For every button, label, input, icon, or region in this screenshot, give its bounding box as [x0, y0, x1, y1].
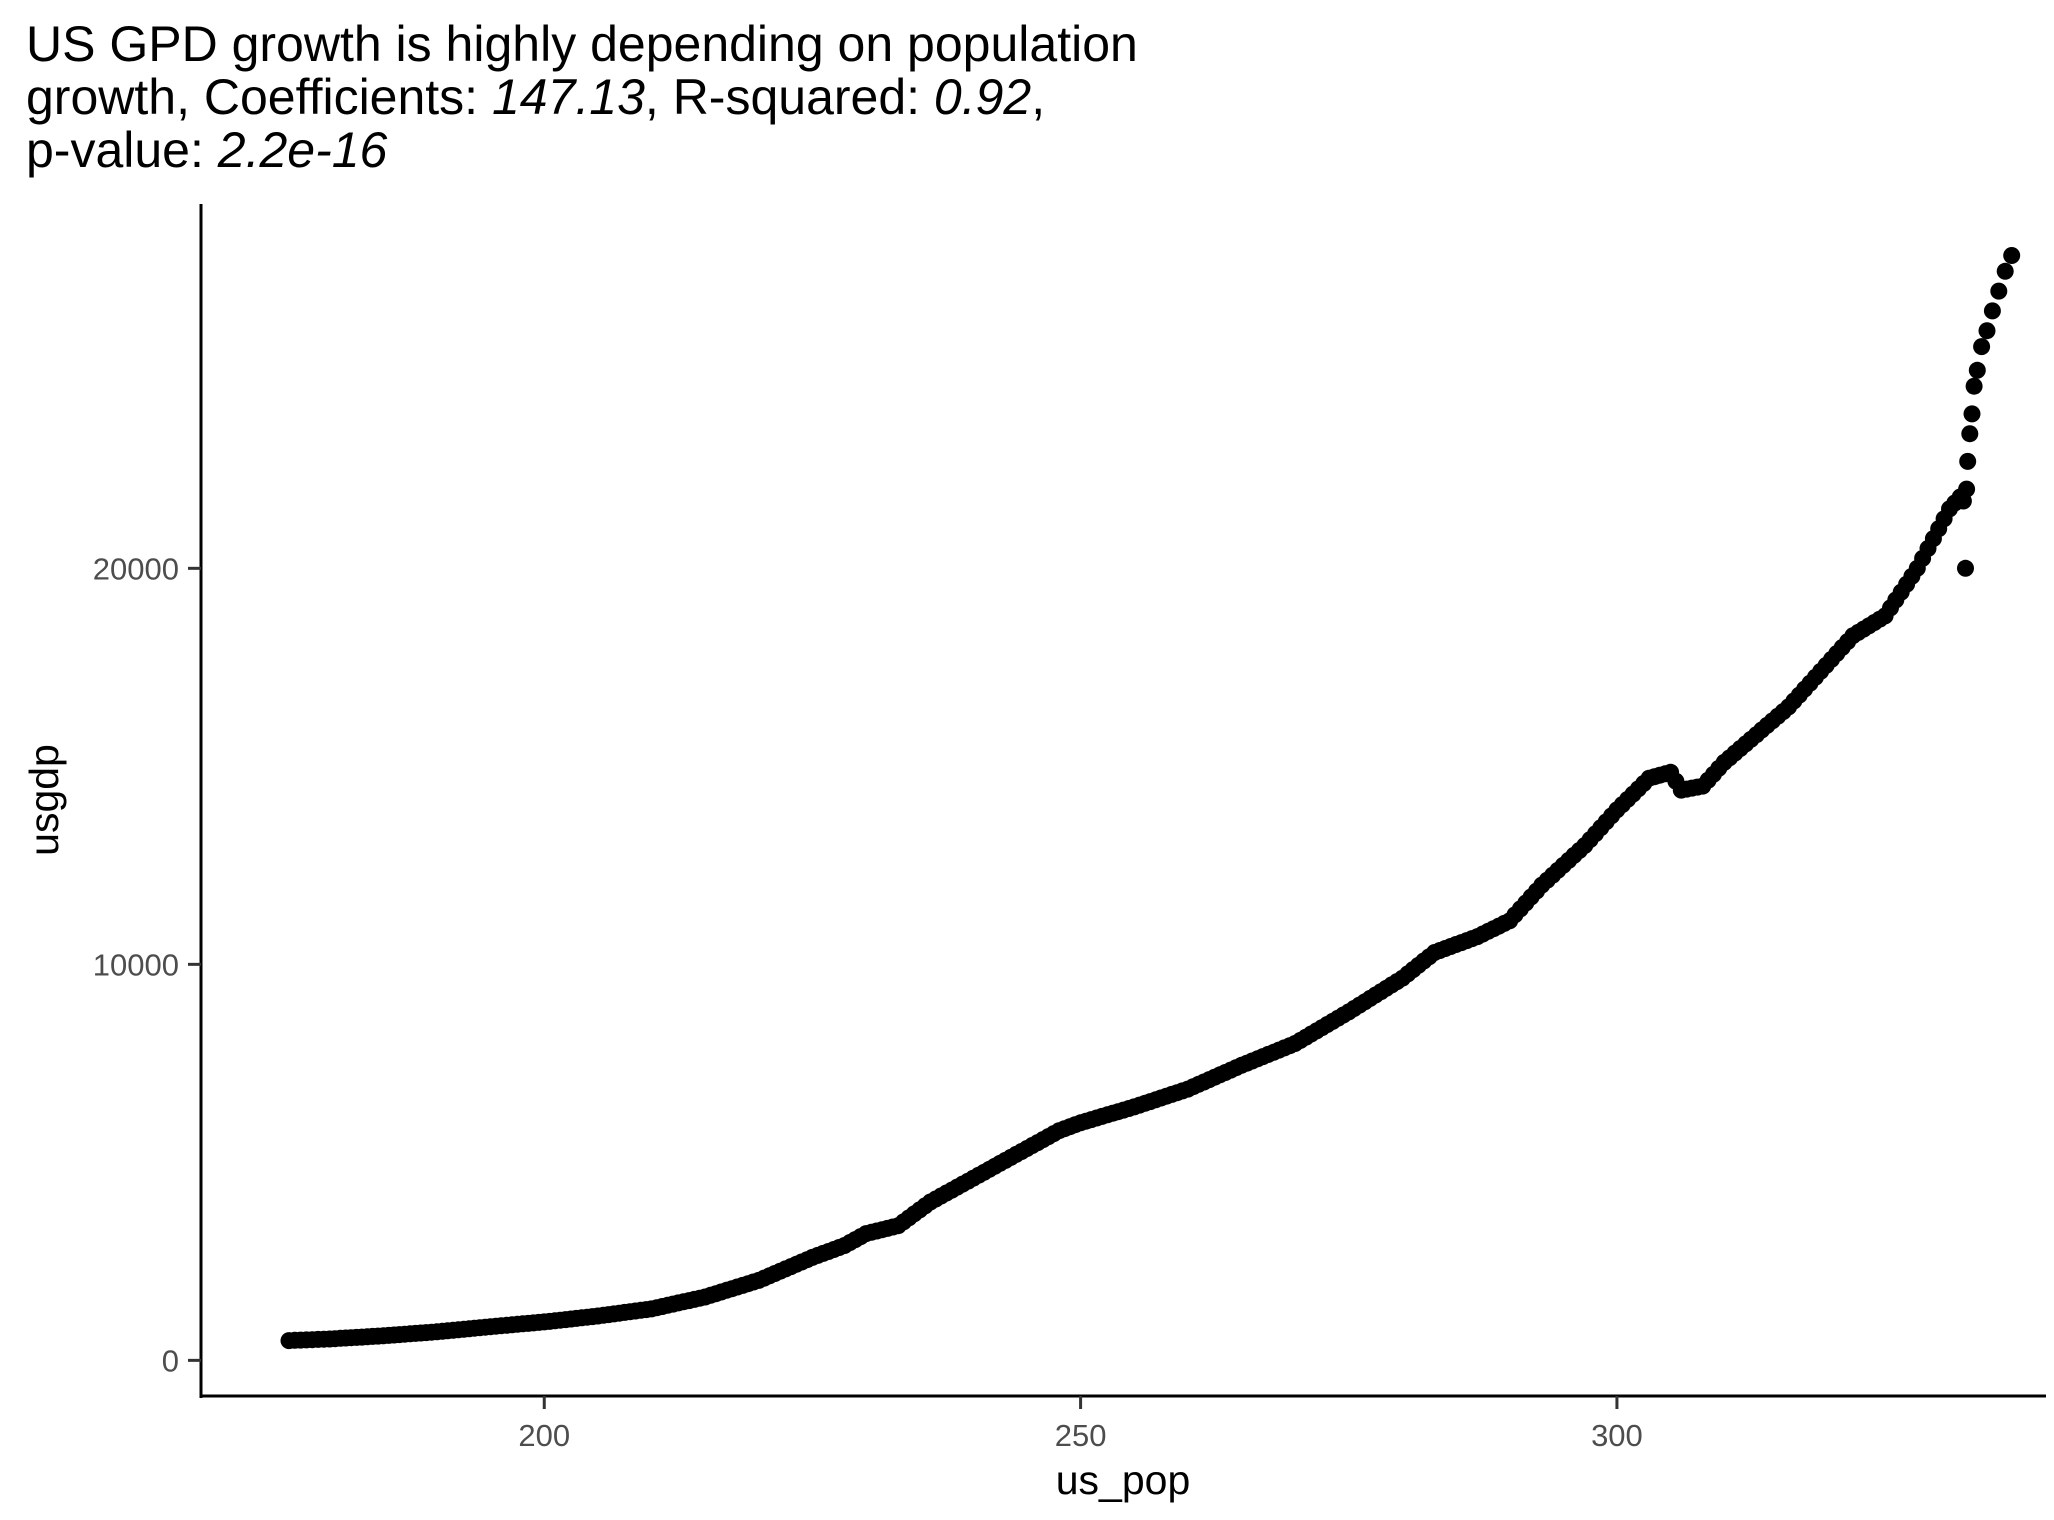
data-point: [1961, 425, 1979, 443]
data-point: [1973, 338, 1991, 356]
x-tick-label: 300: [1591, 1418, 1643, 1453]
p-value: 2.2e-16: [217, 122, 388, 178]
y-tick-label: 10000: [93, 947, 179, 982]
data-point: [1978, 322, 1996, 340]
data-point: [1963, 405, 1981, 423]
x-tick-label: 250: [1055, 1418, 1107, 1453]
data-point: [1983, 302, 2001, 320]
x-axis-ticks: 200 250 300: [518, 1396, 1643, 1453]
data-point: [1968, 361, 1986, 379]
data-point: [1996, 262, 2014, 280]
title-line-2-suffix: ,: [1031, 69, 1046, 125]
data-point: [1990, 282, 2008, 300]
x-axis-title: us_pop: [1056, 1457, 1191, 1503]
chart-title: US GPD growth is highly depending on pop…: [26, 18, 1138, 177]
y-axis-title: usgdp: [21, 744, 67, 856]
y-tick-label: 0: [162, 1343, 179, 1378]
x-tick-label: 200: [518, 1418, 570, 1453]
data-point: [1965, 377, 1983, 395]
data-point: [1957, 559, 1974, 577]
y-tick-label: 20000: [93, 551, 179, 586]
title-line-2-mid: , R-squared:: [644, 69, 934, 125]
data-point: [2003, 247, 2021, 264]
data-points: [280, 247, 2021, 1350]
title-line-2-prefix: growth, Coefficients:: [26, 69, 492, 125]
r-squared-value: 0.92: [933, 69, 1032, 125]
coefficient-value: 147.13: [491, 69, 645, 125]
title-line-3-prefix: p-value:: [26, 122, 218, 178]
title-line-1: US GPD growth is highly depending on pop…: [26, 16, 1138, 72]
y-axis-ticks: 0 10000 20000: [93, 551, 201, 1378]
data-point: [1959, 452, 1977, 470]
data-point: [1958, 480, 1976, 498]
